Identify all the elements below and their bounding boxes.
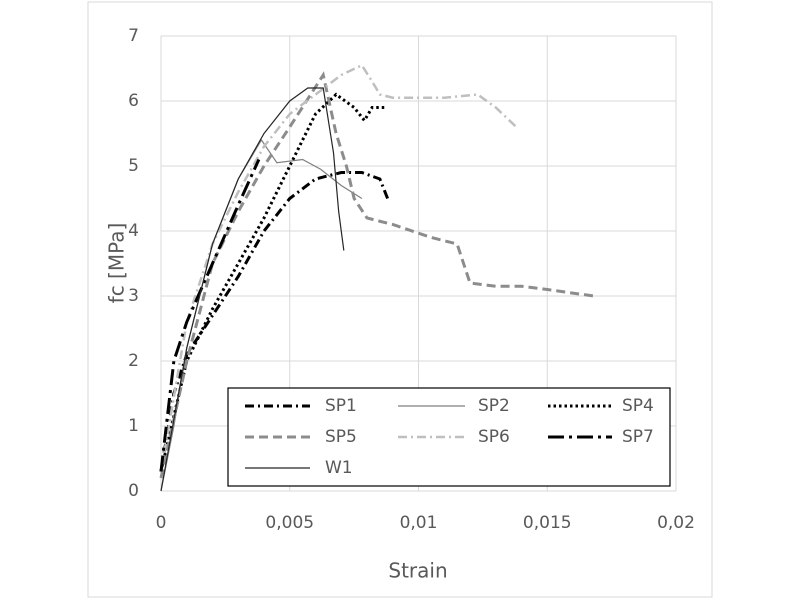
series-line [159, 71, 594, 479]
x-tick-label: 0,005 [265, 513, 314, 533]
legend-label: SP6 [478, 427, 510, 447]
legend-label: SP5 [325, 427, 357, 447]
y-tick-label: 1 [128, 416, 139, 436]
chart-frame [87, 1, 713, 598]
y-tick-label: 0 [128, 481, 139, 501]
y-tick-label: 2 [128, 351, 139, 371]
legend-label: W1 [325, 458, 353, 478]
series-line [159, 158, 261, 472]
y-axis-label: fc [MPa] [105, 223, 129, 304]
x-axis-label: Strain [388, 559, 447, 583]
y-tick-label: 6 [128, 91, 139, 111]
legend-label: SP2 [478, 396, 510, 416]
x-tick-label: 0,01 [400, 513, 438, 533]
x-tick-label: 0 [156, 513, 167, 533]
series-line [160, 87, 345, 492]
y-tick-label: 4 [128, 221, 139, 241]
series-line [159, 63, 518, 472]
x-tick-label: 0,015 [523, 513, 572, 533]
series-line [159, 92, 386, 472]
series-line [159, 171, 389, 472]
x-tick-label: 0,02 [657, 513, 695, 533]
y-tick-label: 7 [128, 26, 139, 46]
legend-label: SP1 [325, 396, 357, 416]
y-tick-label: 3 [128, 286, 139, 306]
legend-label: SP4 [622, 396, 654, 416]
y-tick-label: 5 [128, 156, 139, 176]
legend-label: SP7 [622, 427, 654, 447]
